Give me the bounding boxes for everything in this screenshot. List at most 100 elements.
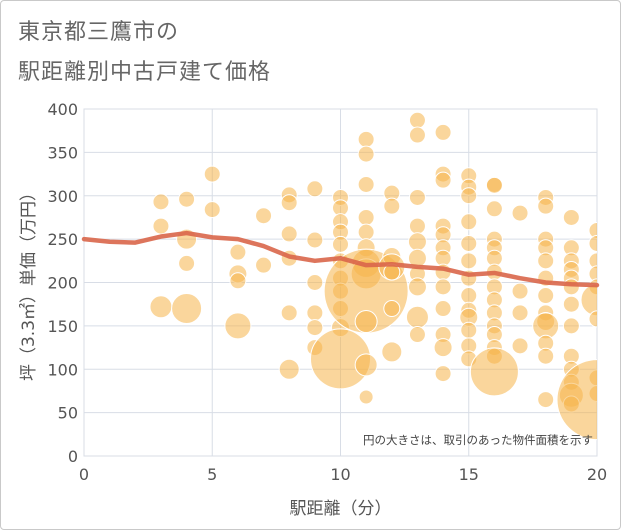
data-bubble (255, 207, 273, 225)
data-bubble (556, 359, 597, 441)
y-tick-label: 350 (47, 143, 78, 162)
data-bubble (588, 265, 597, 283)
data-bubble (280, 225, 298, 243)
x-tick-label: 10 (330, 465, 350, 484)
x-tick-label: 0 (79, 465, 89, 484)
data-bubble (408, 126, 426, 144)
data-bubble (280, 194, 298, 212)
data-bubble (434, 300, 452, 318)
y-tick-label: 250 (47, 230, 78, 249)
data-bubble (408, 188, 426, 206)
data-bubble (306, 319, 324, 337)
data-bubble (537, 197, 555, 215)
data-bubble (511, 204, 529, 222)
data-bubble (354, 353, 378, 377)
data-bubble (171, 293, 203, 325)
data-bubble (434, 278, 452, 296)
data-bubble (306, 274, 324, 291)
data-bubble (511, 337, 529, 355)
data-bubble (383, 300, 401, 318)
data-bubble (280, 304, 298, 322)
data-bubble (588, 221, 597, 239)
y-tick-label: 400 (47, 100, 78, 119)
data-bubble (469, 347, 519, 397)
data-bubble (460, 252, 478, 270)
data-bubble (485, 200, 503, 218)
data-bubble (511, 282, 529, 300)
data-bubble (354, 310, 378, 334)
data-bubble (357, 145, 375, 163)
data-bubble (537, 287, 555, 305)
data-bubble (408, 111, 426, 129)
data-bubble (460, 287, 478, 305)
data-bubble (306, 304, 324, 322)
data-bubble (255, 256, 273, 274)
data-bubble (224, 312, 252, 340)
data-bubble (460, 213, 478, 231)
x-tick-label: 5 (207, 465, 217, 484)
y-tick-label: 300 (47, 187, 78, 206)
data-bubble (306, 180, 324, 198)
data-bubble (537, 252, 555, 270)
data-bubble (588, 234, 597, 252)
data-bubble (460, 187, 478, 205)
data-bubble (357, 223, 375, 241)
y-tick-label: 100 (47, 360, 78, 379)
data-bubble (485, 176, 503, 194)
x-tick-label: 15 (459, 465, 479, 484)
data-bubble (511, 304, 529, 322)
data-bubble (562, 208, 580, 226)
chart-title-line2: 駅距離別中古戸建て価格 (18, 60, 272, 85)
data-bubble (149, 295, 173, 319)
data-bubble (152, 217, 170, 235)
data-bubble (433, 338, 453, 358)
data-bubble (229, 243, 247, 261)
y-axis-title: 坪（3.3㎡）単価（万円） (19, 184, 39, 381)
y-tick-label: 200 (47, 274, 78, 293)
data-bubble (306, 231, 324, 249)
data-bubble (588, 310, 597, 328)
x-tick-label: 20 (587, 465, 607, 484)
data-bubble (357, 208, 375, 226)
data-bubble (229, 272, 247, 290)
data-bubble (332, 235, 349, 253)
chart-title-line1: 東京都三鷹市の (18, 20, 180, 45)
y-tick-label: 0 (68, 447, 78, 466)
data-bubble (537, 347, 555, 365)
data-bubble (562, 317, 580, 335)
data-bubble (383, 197, 401, 215)
data-bubble (357, 130, 375, 148)
trend-line (81, 230, 600, 288)
data-bubble (407, 277, 427, 297)
data-bubble (357, 175, 375, 193)
data-bubble (562, 295, 580, 313)
data-bubble (434, 171, 452, 189)
data-bubble (434, 123, 452, 141)
data-bubble (178, 254, 196, 272)
data-bubble (203, 165, 221, 183)
data-bubble (562, 278, 580, 296)
data-bubble (407, 232, 427, 252)
bubble-group (149, 111, 597, 441)
data-bubble (405, 305, 429, 329)
bubble-size-note: 円の大きさは、取引のあった物件面積を示す (363, 433, 593, 447)
data-bubble (434, 365, 452, 383)
y-tick-label: 150 (47, 317, 78, 336)
data-bubble (178, 190, 196, 208)
data-bubble (152, 193, 170, 211)
data-bubble (358, 389, 374, 405)
data-bubble (278, 358, 300, 380)
data-bubble (408, 217, 426, 235)
data-bubble (460, 321, 478, 339)
data-bubble (580, 283, 597, 317)
y-tick-label: 50 (58, 404, 78, 423)
x-axis-title: 駅距離（分） (290, 499, 392, 519)
data-bubble (203, 201, 221, 219)
data-bubble (460, 234, 478, 252)
data-bubble (408, 326, 426, 344)
data-bubble (588, 252, 597, 270)
data-bubble (381, 341, 403, 363)
data-bubble (537, 391, 555, 409)
